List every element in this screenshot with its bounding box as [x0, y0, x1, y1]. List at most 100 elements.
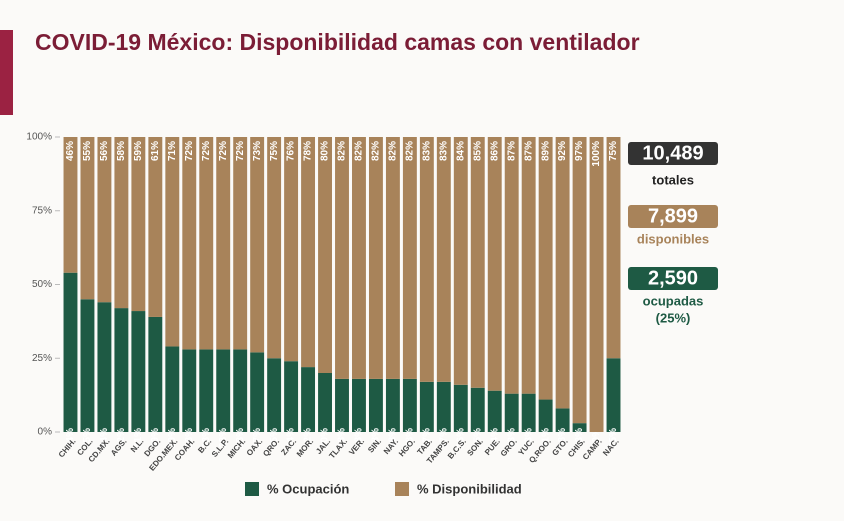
value-label: 8% — [557, 428, 568, 443]
value-label: 97% — [574, 141, 585, 161]
value-label: 20% — [320, 428, 331, 448]
bar-segment — [182, 349, 197, 432]
value-label: 22% — [303, 428, 314, 448]
value-label: 3% — [574, 428, 585, 443]
value-label: 72% — [184, 141, 195, 161]
value-label: 100% — [591, 141, 602, 167]
value-label: 72% — [235, 141, 246, 161]
bar-segment — [301, 367, 316, 432]
y-tick-label: 75% — [32, 205, 52, 216]
value-label: 83% — [438, 141, 449, 161]
value-label: 13% — [523, 428, 534, 448]
bar-segment — [352, 137, 366, 379]
value-label: 25% — [269, 428, 280, 448]
value-label: 18% — [354, 428, 365, 448]
value-label: 82% — [354, 141, 365, 161]
value-label: 18% — [337, 428, 348, 448]
bar-segment — [216, 349, 231, 432]
value-label: 78% — [303, 141, 314, 161]
bar-segment — [114, 137, 129, 309]
bar-segment — [385, 378, 400, 432]
value-label: 18% — [405, 428, 416, 448]
value-label: 0% — [591, 428, 602, 443]
value-label: 73% — [252, 141, 263, 161]
value-label: 72% — [201, 141, 212, 161]
bar-segment — [402, 137, 417, 379]
legend-label: % Ocupación — [267, 481, 349, 496]
value-label: 92% — [557, 141, 568, 161]
available-box — [628, 205, 718, 228]
bar-segment — [80, 137, 95, 300]
value-label: 82% — [337, 141, 348, 161]
bar-segment — [148, 137, 163, 317]
legend-swatch — [395, 482, 409, 496]
bar-segment — [301, 137, 316, 368]
bar-segment — [250, 137, 265, 353]
value-label: 82% — [405, 141, 416, 161]
y-tick-label: 50% — [32, 279, 52, 290]
bar-segment — [470, 137, 485, 388]
bar-segment — [267, 137, 282, 359]
available-label: disponibles — [637, 231, 709, 246]
y-tick-label: 25% — [32, 353, 52, 364]
accent-bar — [0, 30, 13, 115]
value-label: 14% — [489, 428, 500, 448]
bar-segment — [250, 352, 265, 432]
bar-segment — [165, 137, 180, 347]
bar-segment — [199, 137, 214, 350]
bar-segment — [233, 137, 248, 350]
bar-segment — [538, 137, 553, 400]
value-label: 28% — [235, 428, 246, 448]
value-label: 58% — [116, 141, 127, 161]
value-label: 42% — [116, 428, 127, 448]
value-label: 87% — [523, 141, 534, 161]
legend-label: % Disponibilidad — [417, 481, 522, 496]
value-label: 72% — [218, 141, 229, 161]
value-label: 25% — [608, 428, 619, 448]
occupied-box — [628, 267, 718, 290]
value-label: 13% — [506, 428, 517, 448]
chart-title: COVID-19 México: Disponibilidad camas co… — [35, 29, 640, 55]
bar-segment — [368, 137, 383, 379]
value-label: 82% — [371, 141, 382, 161]
value-label: 71% — [167, 141, 178, 161]
bar-segment — [97, 302, 112, 432]
available-value: 7,899 — [648, 205, 698, 227]
bar-segment — [385, 137, 400, 379]
bar-segment — [335, 137, 349, 379]
value-label: 15% — [472, 428, 483, 448]
value-label: 11% — [540, 428, 551, 448]
value-label: 61% — [150, 141, 161, 161]
bar-segment — [148, 316, 163, 432]
bar-segment — [114, 308, 129, 432]
bar-segment — [97, 137, 112, 303]
total-label: totales — [652, 172, 694, 187]
value-label: 83% — [421, 141, 432, 161]
bar-segment — [216, 137, 231, 350]
bar-segment — [572, 423, 587, 432]
bar-segment — [402, 378, 417, 432]
value-label: 75% — [269, 141, 280, 161]
bar-segment — [487, 137, 502, 391]
value-label: 89% — [540, 141, 551, 161]
bar-segment — [606, 358, 621, 432]
y-tick-label: 100% — [26, 132, 52, 143]
bar-segment — [352, 378, 366, 432]
value-label: 18% — [371, 428, 382, 448]
bar-segment — [606, 137, 621, 359]
value-label: 59% — [133, 141, 144, 161]
value-label: 27% — [252, 428, 263, 448]
bar-segment — [80, 299, 95, 432]
value-label: 24% — [286, 428, 297, 448]
value-label: 41% — [133, 428, 144, 448]
value-label: 84% — [455, 141, 466, 161]
bar-segment — [521, 137, 536, 394]
bar-segment — [368, 378, 383, 432]
value-label: 18% — [388, 428, 399, 448]
bar-segment — [284, 361, 299, 432]
value-label: 28% — [218, 428, 229, 448]
value-label: 28% — [201, 428, 212, 448]
value-label: 46% — [65, 141, 76, 161]
total-box — [628, 142, 718, 165]
